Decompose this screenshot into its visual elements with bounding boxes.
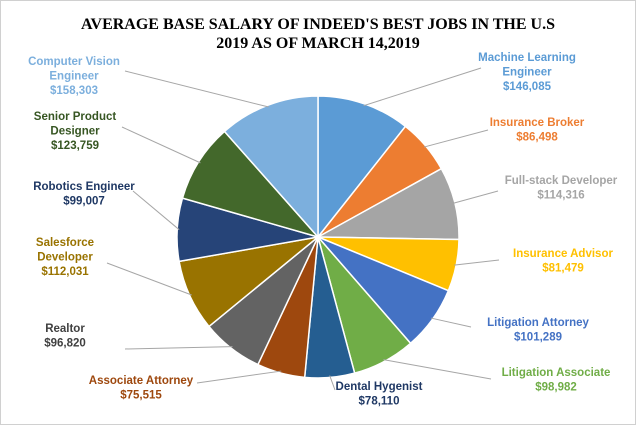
leader-line-3 (452, 190, 499, 204)
leader-line-13 (124, 70, 269, 108)
slice-name-label: Insurance Advisor (513, 248, 613, 260)
slice-name-label: Realtor (45, 323, 85, 335)
slice-label-1: Machine Learning Engineer $146,085 (478, 52, 576, 93)
slice-name-label: Insurance Broker (490, 117, 585, 129)
slice-name-label: Salesforce (36, 237, 94, 249)
slice-name-label: Developer (37, 252, 93, 264)
slice-name-label: Dental Hygenist (336, 381, 423, 393)
chart-title-line-1: AVERAGE BASE SALARY OF INDEED'S BEST JOB… (81, 16, 555, 33)
leader-line-5 (430, 317, 472, 328)
slice-name-label: Full-stack Developer (505, 175, 618, 187)
slice-name-label: Litigation Associate (502, 367, 611, 379)
slice-value-label: $101,289 (514, 332, 562, 344)
leader-line-9 (124, 346, 233, 350)
slice-value-label: $78,110 (359, 396, 400, 408)
slice-label-8: Associate Attorney $75,515 (89, 375, 194, 402)
slice-label-9: Realtor $96,820 (44, 323, 86, 350)
slice-label-10: Salesforce Developer $112,031 (36, 237, 94, 278)
slice-value-label: $99,007 (63, 196, 105, 208)
slice-name-label: Computer Vision (28, 56, 120, 68)
slice-value-label: $114,316 (537, 190, 584, 202)
slice-label-13: Computer Vision Engineer $158,303 (28, 56, 120, 97)
leader-line-12 (121, 126, 201, 164)
slice-label-7: Dental Hygenist $78,110 (336, 381, 423, 408)
leader-line-2 (423, 129, 489, 148)
slice-value-label: $96,820 (44, 338, 86, 350)
leader-line-1 (363, 67, 482, 107)
leader-line-10 (106, 262, 192, 296)
leader-line-8 (196, 370, 282, 384)
chart-title: AVERAGE BASE SALARY OF INDEED'S BEST JOB… (1, 15, 635, 53)
leader-line-6 (383, 359, 492, 380)
slice-name-label: Robotics Engineer (33, 181, 135, 193)
leader-line-11 (132, 190, 180, 231)
slice-value-label: $112,031 (41, 266, 89, 278)
chart-title-line-2: 2019 AS OF MARCH 14,2019 (216, 35, 420, 52)
leader-line-4 (454, 259, 500, 266)
slice-label-6: Litigation Associate $98,982 (502, 367, 611, 394)
slice-value-label: $123,759 (51, 140, 99, 152)
slice-label-5: Litigation Attorney $101,289 (487, 317, 589, 344)
slice-value-label: $98,982 (535, 382, 577, 394)
slice-name-label: Engineer (49, 71, 99, 83)
slice-name-label: Machine Learning (478, 52, 576, 64)
slice-value-label: $81,479 (542, 263, 584, 275)
slice-name-label: Associate Attorney (89, 375, 194, 387)
slice-name-label: Litigation Attorney (487, 317, 589, 329)
leader-line-7 (329, 375, 336, 391)
slice-value-label: $86,498 (516, 132, 558, 144)
pie-slice-1 (317, 95, 407, 240)
pie-slice-13 (223, 95, 319, 239)
slice-name-label: Designer (50, 126, 100, 138)
slice-name-label: Engineer (502, 67, 552, 79)
slice-label-2: Insurance Broker $86,498 (490, 117, 585, 144)
slice-label-4: Insurance Advisor $81,479 (513, 248, 613, 275)
slice-value-label: $146,085 (503, 81, 552, 93)
slice-label-11: Robotics Engineer $99,007 (33, 181, 135, 208)
slice-name-label: Senior Product (34, 111, 117, 123)
slice-value-label: $75,515 (120, 390, 162, 402)
slice-label-12: Senior Product Designer $123,759 (34, 111, 117, 152)
slice-value-label: $158,303 (50, 85, 98, 97)
slice-label-3: Full-stack Developer $114,316 (505, 175, 618, 202)
